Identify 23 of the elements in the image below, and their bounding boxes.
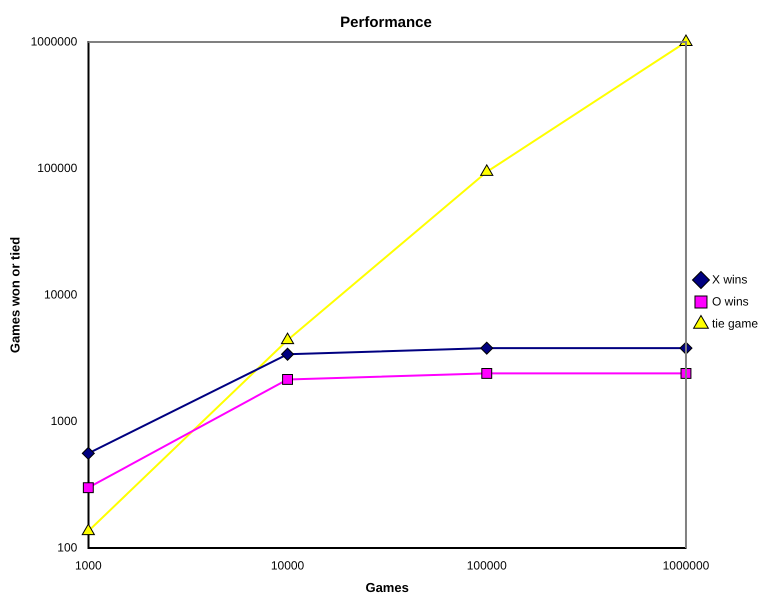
point: [82, 482, 94, 494]
legend-label: tie game: [712, 316, 758, 330]
y-tick-label: 1000000: [30, 34, 78, 48]
point: [82, 446, 95, 460]
y-tick-label: 1000: [50, 414, 78, 428]
x-tick-label: 1000: [74, 558, 102, 573]
x-tick-label: 1000000: [662, 558, 710, 573]
y-tick-label: 100: [57, 540, 78, 554]
y-axis-title: Games won or tied: [7, 236, 22, 354]
point: [282, 374, 293, 385]
y-tick-label: 10000: [44, 287, 78, 302]
point: [480, 342, 494, 355]
point: [481, 368, 492, 379]
x-tick-label: 10000: [270, 558, 305, 573]
x-tick-label: 100000: [466, 558, 508, 573]
legend-label: X wins: [712, 272, 748, 286]
y-tick-label: 100000: [37, 160, 78, 175]
point: [280, 332, 294, 344]
point: [480, 164, 494, 176]
point: [281, 348, 294, 361]
legend-label: O wins: [712, 294, 749, 308]
chart-title: Performance: [340, 14, 432, 32]
x-axis-title: Games: [365, 580, 409, 595]
